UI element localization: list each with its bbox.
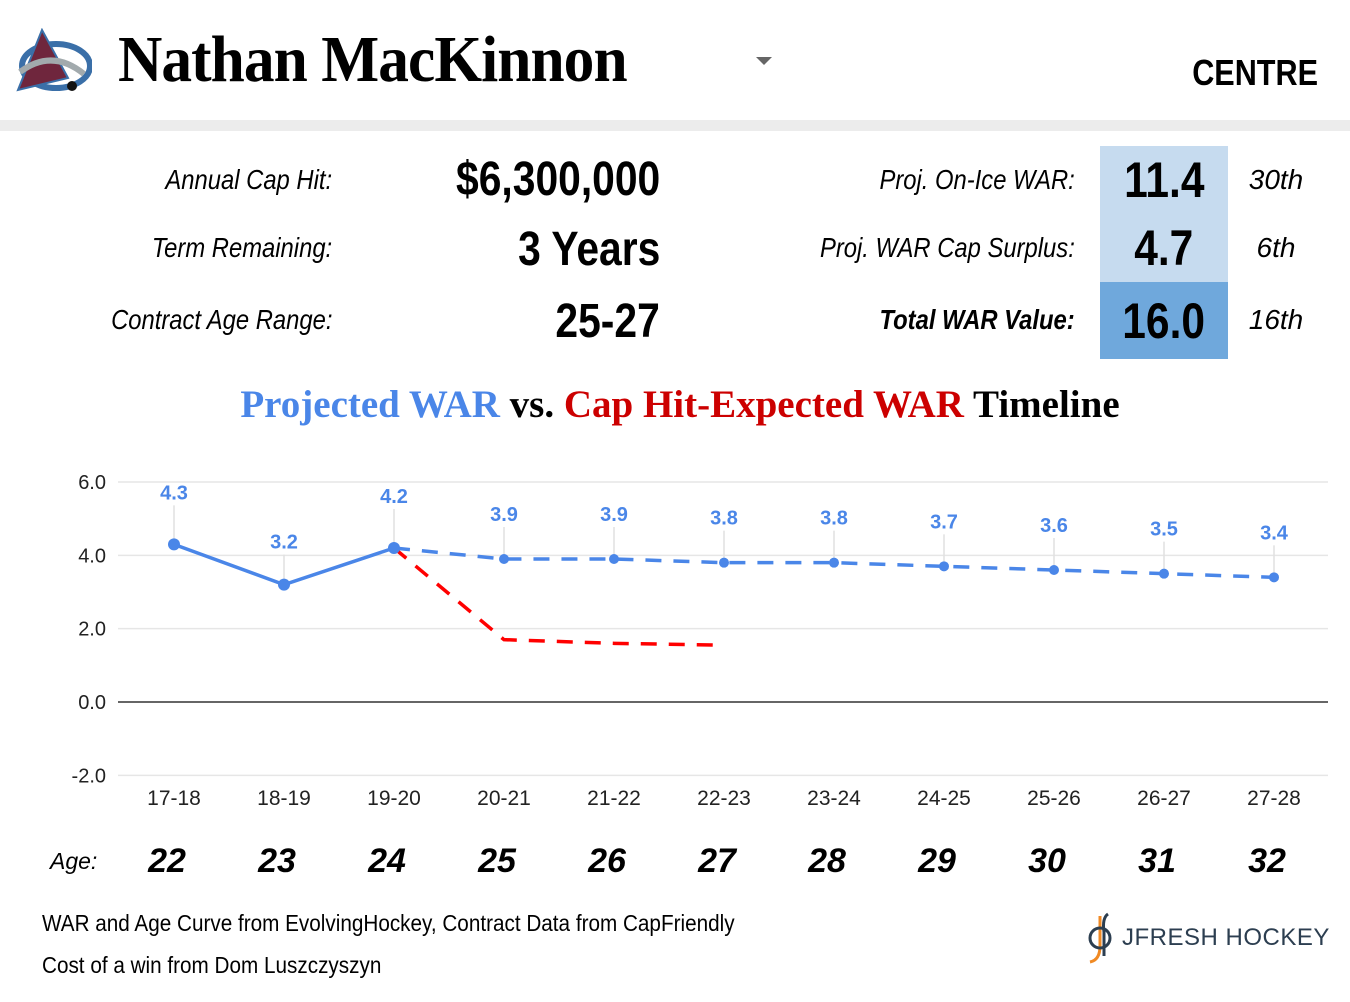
data-label: 3.5 [1150,519,1178,541]
y-tick-label: 6.0 [78,472,106,494]
cap-surplus-value: 4.7 [1100,214,1228,282]
age-value: 28 [808,842,846,880]
x-tick-label: 24-25 [917,787,971,810]
projected-war-point [939,561,949,572]
data-label: 3.8 [820,508,848,530]
title-timeline: Timeline [963,383,1120,426]
player-name: Nathan MacKinnon [118,23,628,96]
data-label: 3.2 [270,532,298,554]
x-tick-label: 21-22 [587,787,641,810]
jfresh-hockey-logo: JFRESH HOCKEY [1086,912,1330,964]
cost-credit: Cost of a win from Dom Luszczyszyn [42,952,382,978]
age-value: 23 [258,842,296,880]
position-label: CENTRE [1192,52,1318,93]
source-credit: WAR and Age Curve from EvolvingHockey, C… [42,910,735,936]
y-tick-label: -2.0 [72,765,106,787]
age-range-label: Contract Age Range: [110,304,332,335]
cap-surplus-rank: 6th [1256,232,1296,263]
projected-war-point [278,578,290,591]
projected-war-point [1269,572,1279,583]
projected-war-point [829,557,839,568]
data-label: 3.8 [710,508,738,530]
data-label: 3.7 [930,511,958,533]
term-value: 3 Years [517,223,660,276]
expected-war-line [392,546,725,647]
x-tick-label: 27-28 [1247,787,1301,810]
age-value: 22 [148,842,186,880]
projected-war-point [1049,565,1059,575]
projected-war-point [499,554,509,564]
war-timeline-chart: 6.0 4.0 2.0 0.0 -2.0 17-18 18-19 19-20 20-21 21-2… [72,472,1328,810]
cap-hit-label: Annual Cap Hit: [165,164,332,195]
age-value: 27 [698,842,736,880]
data-label: 3.4 [1260,522,1289,544]
jfresh-logo-icon [1088,912,1112,964]
projected-war-point [168,538,180,551]
cap-surplus-label: Proj. WAR Cap Surplus: [820,232,1075,263]
onice-war-value: 11.4 [1100,146,1228,214]
y-tick-label: 0.0 [78,692,106,714]
age-row-label: Age: [50,848,98,874]
cap-hit-value: $6,300,000 [455,153,660,206]
data-label: 3.6 [1040,515,1068,537]
x-tick-label: 25-26 [1027,787,1081,810]
age-value: 31 [1138,842,1176,880]
team-logo [12,27,93,94]
x-tick-label: 23-24 [807,787,861,810]
data-label: 3.9 [600,504,628,526]
onice-war-label: Proj. On-Ice WAR: [879,164,1075,195]
data-label: 4.3 [160,482,188,504]
age-value: 30 [1028,842,1066,880]
age-value: 25 [478,842,516,880]
x-tick-label: 18-19 [257,787,311,810]
age-range-value: 25-27 [555,295,660,348]
projected-war-point [719,557,729,568]
x-tick-label: 17-18 [147,787,201,810]
y-tick-label: 4.0 [78,545,106,567]
title-vs: vs. [499,383,564,426]
title-projected: Projected WAR [240,383,500,426]
term-label: Term Remaining: [151,232,332,263]
total-war-label: Total WAR Value: [879,304,1075,335]
age-value: 26 [588,842,626,880]
total-war-value: 16.0 [1100,282,1228,359]
x-tick-label: 26-27 [1137,787,1191,810]
x-tick-label: 19-20 [367,787,421,810]
onice-war-rank: 30th [1248,164,1304,195]
projected-war-point [609,554,619,564]
x-tick-label: 20-21 [477,787,531,810]
age-value: 24 [368,842,406,880]
data-label: 4.2 [380,486,408,508]
jfresh-logo-text: JFRESH HOCKEY [1122,924,1330,951]
age-value: 32 [1248,842,1286,880]
title-expected: Cap Hit-Expected WAR [563,383,964,426]
projected-war-projection-line [393,546,1275,580]
total-war-rank: 16th [1248,304,1304,335]
header-divider [0,120,1350,131]
x-tick-label: 22-23 [697,787,751,810]
data-label: 3.9 [490,504,518,526]
player-dropdown-arrow-icon[interactable] [756,57,772,65]
chart-title: Projected WAR vs. Cap Hit-Expected WAR T… [0,382,1350,427]
projected-war-point [388,542,400,554]
age-value: 29 [918,842,956,880]
y-tick-label: 2.0 [78,619,106,641]
projected-war-point [1159,568,1169,579]
